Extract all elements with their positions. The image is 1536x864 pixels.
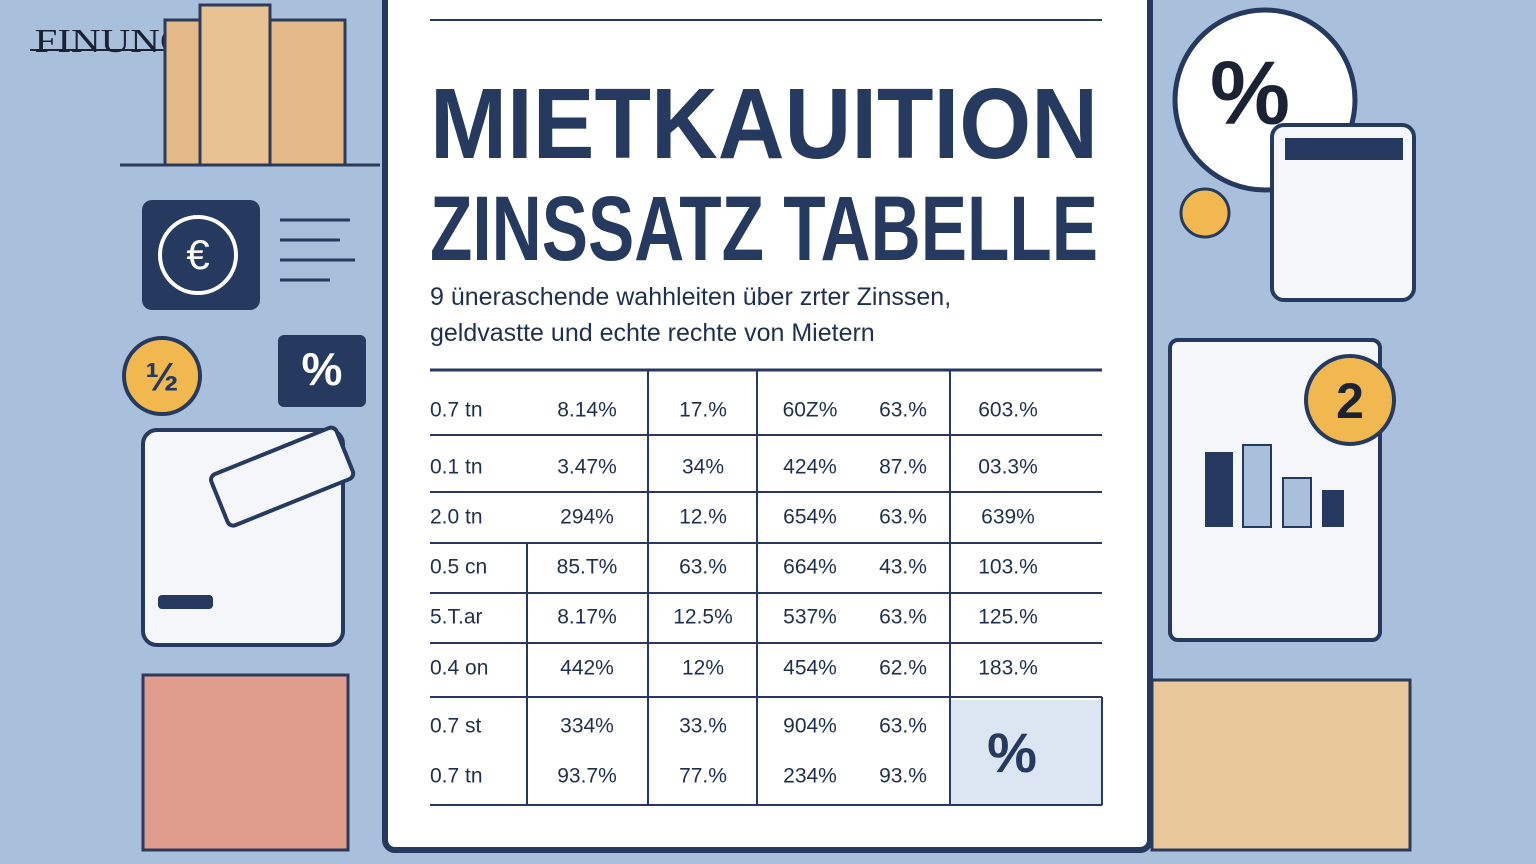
table-cell: 424% — [783, 456, 837, 479]
table-cell: 34% — [682, 456, 724, 479]
table: % 0.7 tn 8.14% 17.% 60Z% 63.% 603.% 0.1 tn 3.47%… — [430, 368, 1103, 806]
main-card — [382, 0, 1153, 853]
highlight-cell — [950, 700, 1102, 805]
key-coin — [122, 336, 202, 416]
calculator-display — [1285, 138, 1403, 160]
table-cell: 8.17% — [557, 606, 617, 629]
table-cell: 63.% — [879, 399, 927, 422]
menu-coin — [1179, 187, 1231, 239]
building-tower — [198, 3, 272, 167]
table-cell: 904% — [783, 715, 837, 738]
table-cell: 3.47% — [557, 456, 617, 479]
calculator — [1270, 123, 1416, 302]
table-cell: 442% — [560, 657, 614, 680]
doc-bar — [1282, 477, 1312, 528]
doc-bar — [1242, 444, 1272, 528]
euro-icon: € — [186, 231, 209, 278]
table-cell: 125.% — [978, 606, 1038, 629]
table-cell: 0.5 cn — [430, 556, 487, 579]
table-cell: 62.% — [879, 657, 927, 680]
table-cell: 17.% — [679, 399, 727, 422]
percent-box — [278, 335, 366, 407]
table-cell: 183.% — [978, 657, 1038, 680]
subtitle-line: 9 üneraschende wahhleiten über zrter Zin… — [430, 283, 951, 311]
table-cell: 87.% — [879, 456, 927, 479]
table-cell: 77.% — [679, 765, 727, 788]
title-line: MIETKAUITION — [430, 68, 1098, 180]
building-top-left — [120, 3, 380, 167]
percent-box-label: % — [302, 343, 343, 395]
table-cell: 93.% — [879, 765, 927, 788]
table-cell: 03.3% — [978, 456, 1038, 479]
table-cell: 63.% — [879, 506, 927, 529]
table-cell: 12.% — [679, 506, 727, 529]
table-cell: 334% — [560, 715, 614, 738]
table-cell: 60Z% — [783, 399, 838, 422]
table-cell: 0.4 on — [430, 657, 488, 680]
doc-bar — [1205, 452, 1233, 527]
building-bottom-right — [1150, 678, 1412, 852]
table-cell: 63.% — [879, 715, 927, 738]
table-cell: 664% — [783, 556, 837, 579]
doc-bar — [1322, 490, 1344, 527]
table-cell: 0.7 st — [430, 715, 482, 738]
table-cell: 294% — [560, 506, 614, 529]
euro-circle — [158, 215, 238, 295]
table-cell: 85.T% — [557, 556, 618, 579]
table-cell: 43.% — [879, 556, 927, 579]
table-cell: 654% — [783, 506, 837, 529]
table-cell: 0.1 tn — [430, 456, 483, 479]
table-cell: 103.% — [978, 556, 1038, 579]
table-cell: 2.0 tn — [430, 506, 483, 529]
table-cell: 454% — [783, 657, 837, 680]
table-cell: 33.% — [679, 715, 727, 738]
subtitle-line: geldvastte und echte rechte von Mietern — [430, 319, 875, 347]
table-cell: 0.7 tn — [430, 399, 483, 422]
table-cell: 537% — [783, 606, 837, 629]
building-bottom-left — [141, 673, 350, 852]
number-coin-label: 2 — [1336, 373, 1364, 429]
table-cell: 5.T.ar — [430, 606, 483, 629]
table-cell: 12% — [682, 657, 724, 680]
table-cell: 603.% — [978, 399, 1038, 422]
table-cell: 234% — [783, 765, 837, 788]
text-lines-left — [280, 218, 355, 282]
card — [209, 425, 356, 528]
key-coin-label: ½ — [145, 356, 178, 400]
highlight-cell-label: % — [987, 721, 1037, 784]
table-cell: 93.7% — [557, 765, 617, 788]
table-cell: 0.7 tn — [430, 765, 483, 788]
device-button — [158, 595, 213, 609]
table-cell: 8.14% — [557, 399, 617, 422]
table-cell: 63.% — [879, 606, 927, 629]
number-coin — [1304, 354, 1396, 446]
title-line: ZINSSATZ TABELLE — [430, 178, 1098, 280]
table-cell: 12.5% — [673, 606, 733, 629]
table-cell: 63.% — [679, 556, 727, 579]
table-cell: 639% — [981, 506, 1035, 529]
